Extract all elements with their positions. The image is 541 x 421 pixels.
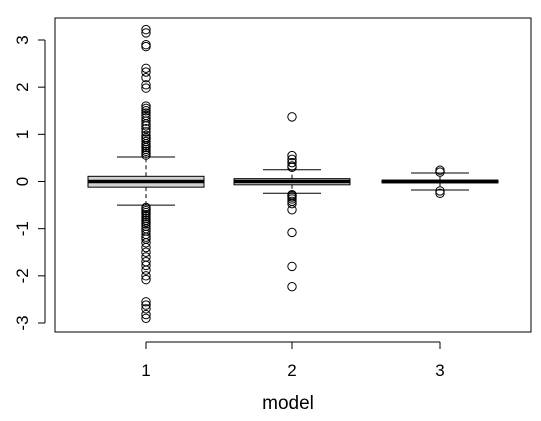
outlier-point: [287, 227, 297, 238]
y-tick-label: 3: [13, 35, 32, 44]
outlier-point: [141, 103, 151, 114]
outlier-point: [287, 261, 297, 272]
outlier-point: [141, 73, 151, 83]
y-tick-label: -3: [13, 315, 32, 330]
outlier-point: [287, 150, 297, 161]
outlier-point: [141, 274, 151, 285]
outlier-point: [141, 247, 151, 257]
outlier-point: [141, 313, 151, 323]
x-tick-label: 2: [287, 361, 296, 380]
outlier-point: [287, 205, 297, 215]
outlier-point: [141, 297, 151, 307]
outlier-point: [435, 188, 445, 198]
outlier-point: [141, 219, 151, 229]
y-tick-label: 0: [13, 177, 32, 186]
outlier-point: [287, 198, 297, 209]
outlier-point: [141, 67, 151, 77]
outlier-point: [141, 101, 151, 111]
outlier-point: [141, 238, 151, 248]
box-group-2: [233, 112, 351, 292]
outlier-point: [435, 167, 445, 177]
y-tick-label: -1: [13, 221, 32, 236]
outlier-point: [141, 24, 151, 35]
outlier-point: [141, 123, 151, 134]
outlier-point: [287, 112, 297, 122]
outlier-point: [141, 150, 151, 160]
outlier-point: [141, 260, 151, 271]
box-group-3: [381, 165, 499, 198]
outlier-point: [435, 186, 445, 196]
outlier-point: [141, 265, 151, 275]
outlier-point: [141, 304, 151, 314]
outlier-point: [141, 127, 151, 137]
outlier-point: [287, 157, 297, 168]
plot-frame: [54, 17, 532, 333]
outlier-point: [141, 40, 151, 50]
y-tick-label: 1: [13, 130, 32, 139]
x-axis: 1 2 3: [141, 341, 445, 380]
x-tick-label: 1: [141, 361, 150, 380]
outlier-point: [141, 116, 151, 126]
outlier-point: [141, 252, 151, 262]
outlier-point: [141, 80, 151, 90]
box-group-1: [87, 24, 205, 323]
outlier-point: [141, 83, 151, 93]
x-tick-label: 3: [435, 361, 444, 380]
outlier-point: [287, 194, 297, 204]
outlier-point: [141, 41, 151, 52]
outlier-point: [141, 63, 151, 73]
outlier-point: [141, 121, 151, 131]
outlier-point: [287, 281, 297, 292]
outlier-point: [287, 162, 297, 173]
outlier-point: [141, 106, 151, 116]
outlier-point: [141, 271, 151, 281]
y-tick-label: -2: [13, 268, 32, 283]
y-tick-label: 2: [13, 82, 32, 91]
boxes: [87, 24, 499, 323]
outlier-point: [141, 300, 151, 310]
outlier-point: [141, 242, 151, 253]
outlier-point: [141, 309, 151, 320]
x-axis-title: model: [262, 393, 314, 414]
y-axis: -3 -2 -1 0 1 2 3: [13, 35, 46, 331]
outlier-point: [141, 28, 151, 38]
